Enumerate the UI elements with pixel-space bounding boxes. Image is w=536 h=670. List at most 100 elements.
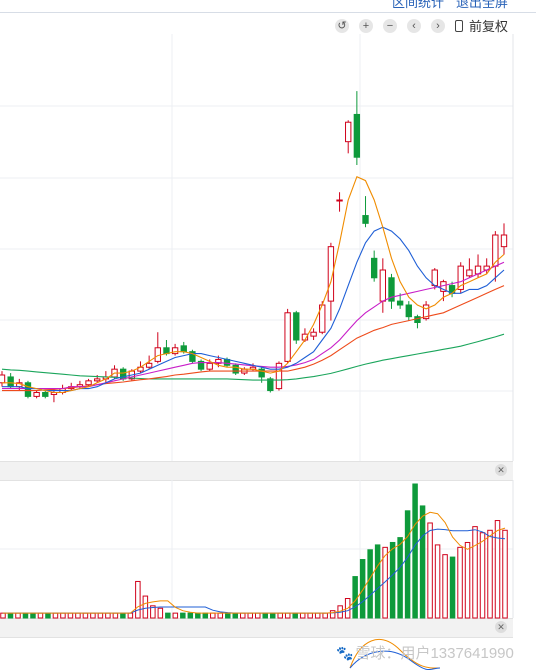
candle-body [275, 362, 283, 390]
candle-body [422, 304, 430, 320]
volume-bar [45, 612, 51, 619]
indicator-line [349, 639, 441, 669]
top-bar: 区间统计 退出全屏 [0, 0, 536, 13]
volume-bar [247, 612, 254, 619]
candle-body [42, 392, 49, 397]
volume-bar [292, 612, 298, 619]
volume-bar [277, 612, 283, 619]
candle-body [24, 382, 32, 397]
candle-body [353, 113, 361, 158]
adjust-icon [454, 19, 463, 32]
volume-bar [322, 612, 328, 619]
volume-bar [172, 612, 179, 619]
candle-body [171, 347, 179, 355]
candle-body [327, 246, 335, 302]
volume-bar [284, 612, 291, 619]
volume-bar [502, 529, 508, 619]
paw-icon: 🐾 [336, 645, 354, 661]
volume-bar [427, 522, 433, 619]
panel-divider-2: ✕ [0, 618, 513, 638]
exit-fullscreen-link[interactable]: 退出全屏 [455, 0, 508, 10]
candle-body [206, 362, 213, 370]
volume-bar [157, 607, 164, 619]
zoom-in-icon[interactable]: + [358, 18, 373, 33]
volume-bar [187, 612, 194, 619]
volume-bar [225, 612, 231, 619]
candle-body [405, 304, 412, 318]
volume-bar [352, 576, 358, 619]
candle-body [7, 376, 14, 388]
volume-bar [135, 580, 141, 619]
volume-bar [457, 546, 463, 619]
volume-bar [37, 612, 44, 619]
top-links: 区间统计 退出全屏 [392, 0, 508, 11]
ma30-line [2, 285, 505, 392]
candle-body [379, 269, 387, 302]
chart-toolbar: ↺ + − ‹ › 前复权 [334, 16, 508, 35]
volume-bar [240, 612, 246, 619]
volume-bar [299, 612, 306, 619]
candle-body [94, 378, 101, 382]
volume-ma5-line [3, 511, 506, 614]
candle-body [258, 368, 265, 378]
volume-bar [0, 612, 6, 619]
volume-bar [127, 612, 134, 619]
volume-bar [210, 612, 216, 619]
candle-body [293, 312, 300, 341]
candle-body [180, 345, 187, 353]
volume-bar [105, 612, 111, 619]
volume-bar [15, 612, 21, 619]
range-stats-link[interactable]: 区间统计 [391, 0, 444, 10]
volume-bar [449, 556, 456, 619]
volume-bar [90, 612, 96, 619]
candle-body [310, 331, 317, 337]
candle-body [345, 121, 352, 143]
volume-bar [112, 612, 119, 619]
price-adjust-label: 前复权 [468, 19, 508, 34]
candle-body [154, 347, 161, 362]
candle-body [370, 257, 378, 279]
volume-bar [464, 541, 471, 619]
watermark-text: 雪球：用户1337641990 [355, 645, 514, 662]
ma10-line [2, 226, 505, 392]
candle-body [0, 374, 6, 384]
undo-icon[interactable]: ↺ [334, 18, 349, 33]
close-panel-icon[interactable]: ✕ [495, 464, 507, 476]
volume-bar [142, 595, 149, 619]
next-icon[interactable]: › [430, 18, 445, 33]
volume-bar [472, 526, 478, 619]
indicator-line [349, 650, 441, 670]
prev-icon[interactable]: ‹ [406, 18, 421, 33]
volume-bar [60, 612, 66, 619]
ma5-line [2, 175, 505, 394]
candle-body [500, 234, 508, 248]
volume-bar [254, 612, 261, 619]
volume-bar [75, 612, 81, 619]
close-panel-icon[interactable]: ✕ [495, 621, 507, 633]
volume-bar [195, 612, 201, 619]
volume-bar [419, 505, 426, 619]
volume-bar [329, 610, 336, 619]
volume-bar [232, 612, 239, 619]
candle-body [388, 277, 395, 302]
volume-bar [67, 612, 74, 619]
volume-bar [120, 612, 126, 619]
volume-bar [487, 529, 493, 619]
volume-bar [382, 546, 388, 619]
price-adjust-toggle[interactable]: 前复权 [454, 16, 508, 35]
volume-bar [262, 612, 268, 619]
volume-bar [97, 612, 104, 619]
candle-body [362, 215, 369, 224]
volume-bar [82, 612, 89, 619]
volume-bar [217, 612, 224, 619]
candle-body [466, 269, 473, 277]
volume-bar [165, 612, 171, 619]
volume-bar [30, 612, 36, 619]
candle-body [336, 199, 343, 202]
zoom-out-icon[interactable]: − [382, 18, 397, 33]
volume-bar [52, 612, 59, 619]
volume-bar [397, 537, 403, 619]
volume-bar [374, 544, 381, 619]
volume-bar [307, 612, 313, 619]
